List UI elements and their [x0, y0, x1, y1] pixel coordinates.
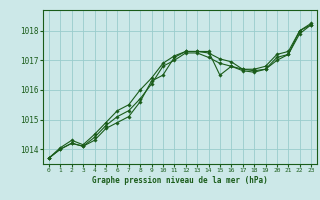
- X-axis label: Graphe pression niveau de la mer (hPa): Graphe pression niveau de la mer (hPa): [92, 176, 268, 185]
